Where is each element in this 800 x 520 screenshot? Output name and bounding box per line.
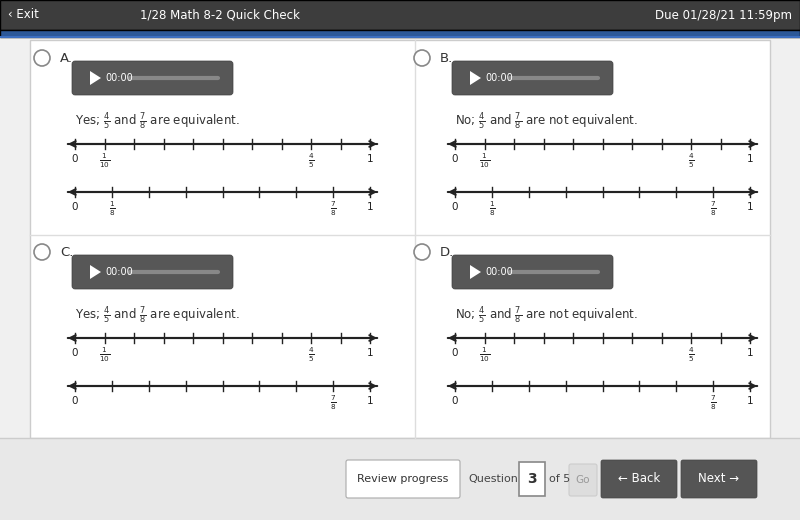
- Text: A.: A.: [60, 51, 73, 64]
- Text: 00:00: 00:00: [485, 73, 513, 83]
- Text: 00:00: 00:00: [485, 267, 513, 277]
- Text: $1$: $1$: [366, 394, 374, 406]
- Text: $\frac{1}{10}$: $\frac{1}{10}$: [479, 152, 490, 171]
- Text: $1$: $1$: [746, 394, 754, 406]
- Text: 00:00: 00:00: [105, 73, 133, 83]
- Text: 3: 3: [527, 472, 537, 486]
- FancyBboxPatch shape: [0, 438, 800, 520]
- Text: $\frac{4}{5}$: $\frac{4}{5}$: [688, 346, 694, 365]
- Text: $1$: $1$: [366, 346, 374, 358]
- FancyBboxPatch shape: [72, 61, 233, 95]
- Text: $\frac{1}{10}$: $\frac{1}{10}$: [99, 152, 110, 171]
- Text: D.: D.: [440, 245, 454, 258]
- FancyBboxPatch shape: [452, 61, 613, 95]
- Text: $\frac{4}{5}$: $\frac{4}{5}$: [308, 346, 314, 365]
- Text: 1/28 Math 8-2 Quick Check: 1/28 Math 8-2 Quick Check: [140, 8, 300, 21]
- FancyBboxPatch shape: [681, 460, 757, 498]
- FancyBboxPatch shape: [519, 462, 545, 496]
- Text: B.: B.: [440, 51, 454, 64]
- FancyBboxPatch shape: [601, 460, 677, 498]
- Text: $0$: $0$: [71, 394, 79, 406]
- Text: ← Back: ← Back: [618, 473, 660, 486]
- Text: $\frac{7}{8}$: $\frac{7}{8}$: [710, 394, 717, 412]
- Polygon shape: [90, 71, 101, 85]
- FancyBboxPatch shape: [346, 460, 460, 498]
- Text: $0$: $0$: [451, 394, 459, 406]
- FancyBboxPatch shape: [569, 464, 597, 496]
- Text: $\frac{1}{8}$: $\frac{1}{8}$: [489, 200, 495, 218]
- Text: $1$: $1$: [366, 200, 374, 212]
- Text: $0$: $0$: [71, 152, 79, 164]
- Circle shape: [34, 50, 50, 66]
- FancyBboxPatch shape: [0, 0, 800, 30]
- Text: Next →: Next →: [698, 473, 739, 486]
- Text: $0$: $0$: [451, 152, 459, 164]
- Text: Yes; $\frac{4}{5}$ and $\frac{7}{8}$ are equivalent.: Yes; $\frac{4}{5}$ and $\frac{7}{8}$ are…: [75, 110, 239, 132]
- Text: Review progress: Review progress: [358, 474, 449, 484]
- FancyBboxPatch shape: [30, 40, 770, 438]
- Text: $0$: $0$: [71, 200, 79, 212]
- FancyBboxPatch shape: [452, 255, 613, 289]
- Text: No; $\frac{4}{5}$ and $\frac{7}{8}$ are not equivalent.: No; $\frac{4}{5}$ and $\frac{7}{8}$ are …: [455, 110, 638, 132]
- Text: $0$: $0$: [71, 346, 79, 358]
- Polygon shape: [470, 265, 481, 279]
- Circle shape: [414, 50, 430, 66]
- Text: $\frac{1}{10}$: $\frac{1}{10}$: [479, 346, 490, 365]
- Text: $\frac{4}{5}$: $\frac{4}{5}$: [308, 152, 314, 171]
- Text: $1$: $1$: [746, 152, 754, 164]
- Text: $1$: $1$: [366, 152, 374, 164]
- Text: Yes; $\frac{4}{5}$ and $\frac{7}{8}$ are equivalent.: Yes; $\frac{4}{5}$ and $\frac{7}{8}$ are…: [75, 304, 239, 326]
- Text: 00:00: 00:00: [105, 267, 133, 277]
- Text: No; $\frac{4}{5}$ and $\frac{7}{8}$ are not equivalent.: No; $\frac{4}{5}$ and $\frac{7}{8}$ are …: [455, 304, 638, 326]
- FancyBboxPatch shape: [72, 255, 233, 289]
- Text: $\frac{7}{8}$: $\frac{7}{8}$: [710, 200, 717, 218]
- Text: $\frac{1}{10}$: $\frac{1}{10}$: [99, 346, 110, 365]
- Polygon shape: [90, 265, 101, 279]
- Text: ‹ Exit: ‹ Exit: [8, 8, 39, 21]
- Text: Question: Question: [468, 474, 518, 484]
- Circle shape: [34, 244, 50, 260]
- Text: of 5: of 5: [549, 474, 570, 484]
- Text: $\frac{7}{8}$: $\frac{7}{8}$: [330, 200, 337, 218]
- Text: $\frac{1}{8}$: $\frac{1}{8}$: [109, 200, 115, 218]
- Text: $0$: $0$: [451, 200, 459, 212]
- Text: $\frac{7}{8}$: $\frac{7}{8}$: [330, 394, 337, 412]
- Text: $1$: $1$: [746, 346, 754, 358]
- Text: $0$: $0$: [451, 346, 459, 358]
- Polygon shape: [470, 71, 481, 85]
- FancyBboxPatch shape: [0, 30, 800, 37]
- Text: C.: C.: [60, 245, 74, 258]
- Text: Go: Go: [576, 475, 590, 485]
- Text: Due 01/28/21 11:59pm: Due 01/28/21 11:59pm: [655, 8, 792, 21]
- Text: $\frac{4}{5}$: $\frac{4}{5}$: [688, 152, 694, 171]
- Circle shape: [414, 244, 430, 260]
- Text: $1$: $1$: [746, 200, 754, 212]
